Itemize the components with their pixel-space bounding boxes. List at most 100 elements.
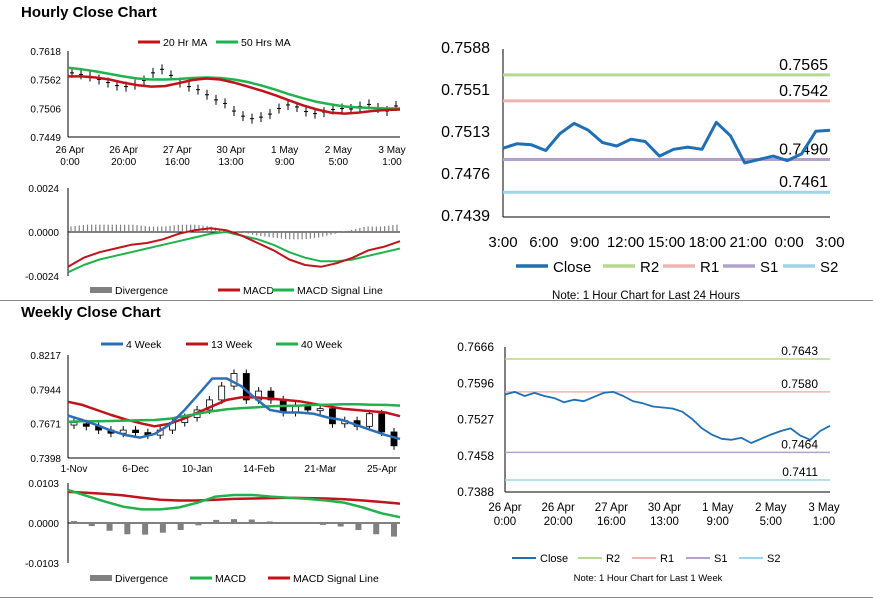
hourly-24h-legend-label: S2 — [820, 259, 838, 276]
weekly-divergence-bar — [355, 523, 362, 530]
weekly-13week-line — [67, 396, 401, 428]
hourly-24h-x-label: 0:00 — [775, 234, 804, 251]
weekly-legend-divergence-label: Divergence — [115, 573, 168, 585]
weekly-price-y-tick-2: 0.7671 — [30, 420, 61, 431]
weekly-1w-y-tick-1: 0.7596 — [457, 376, 494, 390]
weekly-candle-body — [365, 413, 373, 427]
hourly-macd-line — [67, 227, 401, 268]
weekly-1w-x-label-time: 9:00 — [706, 516, 728, 528]
hourly-24h-x-label: 3:00 — [488, 234, 517, 251]
hourly-price-x-label-time: 5:00 — [329, 157, 349, 168]
section-divider — [0, 300, 873, 301]
hourly-24h-x-label: 15:00 — [648, 234, 686, 251]
weekly-divergence-bar — [337, 523, 344, 527]
hourly-24h-legend-label: Close — [553, 259, 591, 276]
weekly-1w-legend-label: S2 — [767, 553, 780, 565]
hourly-price-x-label-date: 27 Apr — [163, 145, 193, 156]
weekly-candle-body — [304, 405, 312, 411]
hourly-24h-x-label: 21:00 — [729, 234, 767, 251]
weekly-price-x-label: 21-Mar — [305, 464, 337, 475]
hourly-price-x-label-date: 1 May — [271, 145, 298, 156]
weekly-macd-y-tick-2: -0.0103 — [25, 559, 59, 570]
weekly-1w-legend-label: S1 — [714, 553, 727, 565]
weekly-1w-y-tick-4: 0.7388 — [457, 485, 494, 499]
hourly-price-x-label-date: 2 May — [325, 145, 352, 156]
weekly-price-x-label: 25-Apr — [367, 464, 398, 475]
weekly-1w-x-label-time: 0:00 — [494, 516, 516, 528]
hourly-20hr-ma-line — [68, 75, 401, 115]
hourly-price-x-label-time: 0:00 — [60, 157, 80, 168]
hourly-price-x-label-time: 20:00 — [111, 157, 136, 168]
hourly-price-y-tick-2: 0.7506 — [30, 104, 61, 115]
weekly-candle-body — [242, 373, 250, 401]
weekly-1w-legend-label: Close — [540, 553, 568, 565]
weekly-1w-y-tick-3: 0.7458 — [457, 449, 494, 463]
hourly-legend-macd-label: MACD — [243, 285, 274, 297]
hourly-price-x-label-time: 16:00 — [165, 157, 190, 168]
weekly-divergence-bar — [159, 523, 166, 533]
weekly-1w-x-label-date: 3 May — [808, 502, 840, 514]
hourly-24h-y-tick-1: 0.7551 — [441, 82, 490, 99]
weekly-1w-x-label-date: 26 Apr — [488, 502, 521, 514]
hourly-price-x-label-date: 30 Apr — [217, 145, 247, 156]
hourly-24h-level-label-s2: 0.7461 — [779, 174, 828, 191]
hourly-price-x-label-time: 9:00 — [275, 157, 295, 168]
weekly-macd-y-tick-0: 0.0103 — [28, 479, 59, 490]
weekly-price-x-label: 10-Jan — [182, 464, 213, 475]
hourly-24h-x-label: 18:00 — [689, 234, 727, 251]
weekly-candle-body — [329, 408, 336, 425]
hourly-legend-signal-label: MACD Signal Line — [297, 285, 383, 297]
weekly-1w-x-label-time: 1:00 — [813, 516, 835, 528]
weekly-divergence-bar — [88, 523, 95, 527]
weekly-divergence-bar — [302, 523, 309, 524]
weekly-divergence-bar — [195, 523, 202, 526]
weekly-divergence-bar — [213, 519, 220, 523]
weekly-divergence-bar — [284, 523, 291, 524]
weekly-divergence-bar — [142, 523, 149, 535]
weekly-legend-4week-label: 4 Week — [126, 339, 162, 351]
weekly-1w-level-label-r1: 0.7580 — [781, 377, 818, 391]
weekly-macd-y-tick-1: 0.0000 — [28, 519, 59, 530]
weekly-1w-x-label-time: 20:00 — [544, 516, 573, 528]
weekly-1w-level-label-s2: 0.7411 — [782, 465, 818, 479]
weekly-macd-line — [67, 488, 401, 519]
weekly-section-title: Weekly Close Chart — [21, 304, 161, 321]
hourly-price-x-label-time: 13:00 — [218, 157, 243, 168]
weekly-4week-line — [67, 377, 401, 441]
hourly-24h-level-label-r1: 0.7542 — [779, 83, 828, 100]
weekly-1w-legend-label: R2 — [606, 553, 620, 565]
weekly-candle-body — [316, 408, 324, 412]
hourly-price-x-label-date: 26 Apr — [109, 145, 139, 156]
hourly-24h-x-label: 12:00 — [607, 234, 645, 251]
hourly-macd-signal-line — [67, 231, 401, 274]
hourly-24h-y-tick-2: 0.7513 — [441, 124, 490, 141]
hourly-price-x-label-date: 26 Apr — [56, 145, 86, 156]
hourly-price-y-tick-3: 0.7449 — [30, 133, 61, 144]
weekly-price-x-label: 1-Nov — [61, 464, 88, 475]
weekly-candle-body — [218, 385, 226, 401]
hourly-24h-note: Note: 1 Hour Chart for Last 24 Hours — [552, 290, 740, 302]
hourly-24h-x-label: 6:00 — [529, 234, 558, 251]
hourly-price-x-label-date: 3 May — [378, 145, 405, 156]
hourly-24h-y-tick-4: 0.7439 — [441, 208, 490, 225]
weekly-divergence-bar — [319, 523, 326, 525]
weekly-divergence-bar — [177, 523, 184, 530]
hourly-24h-y-tick-0: 0.7588 — [441, 40, 490, 57]
hourly-legend-50hr-label: 50 Hrs MA — [241, 37, 291, 49]
hourly-price-y-tick-0: 0.7618 — [30, 47, 61, 58]
hourly-price-y-tick-1: 0.7562 — [30, 76, 61, 87]
weekly-1w-x-label-date: 2 May — [755, 502, 787, 514]
hourly-legend-divergence-label: Divergence — [115, 285, 168, 297]
weekly-1w-level-label-r2: 0.7643 — [781, 344, 818, 358]
weekly-divergence-bar — [266, 521, 273, 523]
weekly-1w-x-label-date: 1 May — [702, 502, 734, 514]
weekly-divergence-bar — [248, 519, 255, 523]
weekly-divergence-bar — [391, 523, 397, 537]
hourly-legend-20hr-label: 20 Hr MA — [163, 37, 207, 49]
weekly-1w-x-label-time: 13:00 — [650, 516, 679, 528]
weekly-divergence-bar — [231, 519, 237, 523]
hourly-24h-legend-label: S1 — [760, 259, 778, 276]
weekly-1w-level-label-s1: 0.7464 — [781, 437, 818, 451]
weekly-price-y-tick-3: 0.7398 — [30, 454, 61, 465]
